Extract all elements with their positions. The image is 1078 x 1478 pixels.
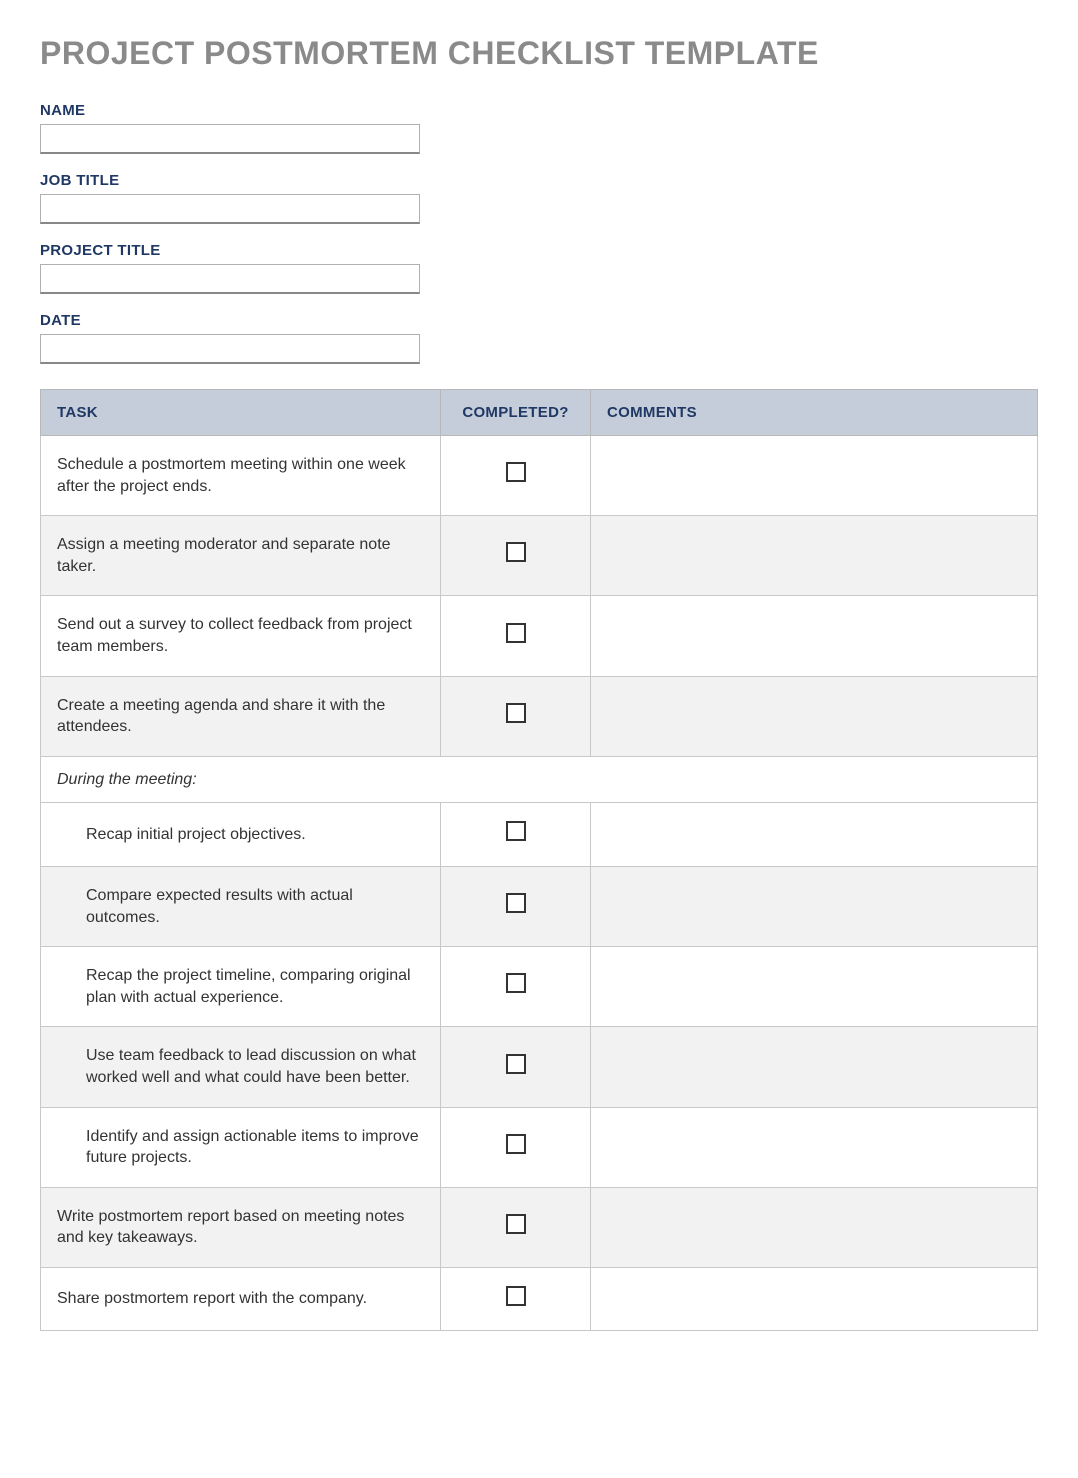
field-input-name[interactable] xyxy=(40,124,420,154)
task-cell: Use team feedback to lead discussion on … xyxy=(41,1027,441,1107)
task-cell: Compare expected results with actual out… xyxy=(41,866,441,946)
task-row: Compare expected results with actual out… xyxy=(41,866,1038,946)
info-fields: NAME JOB TITLE PROJECT TITLE DATE xyxy=(40,102,1038,364)
field-input-project-title[interactable] xyxy=(40,264,420,294)
comments-cell[interactable] xyxy=(591,676,1038,756)
task-row: Schedule a postmortem meeting within one… xyxy=(41,436,1038,516)
column-header-comments: COMMENTS xyxy=(591,390,1038,436)
comments-cell[interactable] xyxy=(591,1267,1038,1331)
checkbox[interactable] xyxy=(506,973,526,993)
comments-cell[interactable] xyxy=(591,436,1038,516)
comments-cell[interactable] xyxy=(591,866,1038,946)
task-cell: Recap initial project objectives. xyxy=(41,803,441,867)
page-title: PROJECT POSTMORTEM CHECKLIST TEMPLATE xyxy=(40,35,1038,72)
task-cell: Identify and assign actionable items to … xyxy=(41,1107,441,1187)
comments-cell[interactable] xyxy=(591,1027,1038,1107)
task-cell: Write postmortem report based on meeting… xyxy=(41,1187,441,1267)
field-label: JOB TITLE xyxy=(40,172,1038,189)
comments-cell[interactable] xyxy=(591,596,1038,676)
task-cell: Schedule a postmortem meeting within one… xyxy=(41,436,441,516)
field-label: NAME xyxy=(40,102,1038,119)
section-label: During the meeting: xyxy=(41,756,1038,803)
field-group: NAME xyxy=(40,102,1038,154)
task-row: Share postmortem report with the company… xyxy=(41,1267,1038,1331)
field-group: JOB TITLE xyxy=(40,172,1038,224)
task-cell: Create a meeting agenda and share it wit… xyxy=(41,676,441,756)
task-row: Write postmortem report based on meeting… xyxy=(41,1187,1038,1267)
checkbox[interactable] xyxy=(506,1134,526,1154)
field-label: DATE xyxy=(40,312,1038,329)
task-cell: Send out a survey to collect feedback fr… xyxy=(41,596,441,676)
task-cell: Assign a meeting moderator and separate … xyxy=(41,516,441,596)
checkbox[interactable] xyxy=(506,1286,526,1306)
task-row: Send out a survey to collect feedback fr… xyxy=(41,596,1038,676)
completed-cell xyxy=(441,1107,591,1187)
checkbox[interactable] xyxy=(506,821,526,841)
task-row: Create a meeting agenda and share it wit… xyxy=(41,676,1038,756)
field-group: DATE xyxy=(40,312,1038,364)
comments-cell[interactable] xyxy=(591,1107,1038,1187)
completed-cell xyxy=(441,436,591,516)
completed-cell xyxy=(441,803,591,867)
checkbox[interactable] xyxy=(506,703,526,723)
comments-cell[interactable] xyxy=(591,516,1038,596)
completed-cell xyxy=(441,516,591,596)
column-header-task: TASK xyxy=(41,390,441,436)
field-input-job-title[interactable] xyxy=(40,194,420,224)
comments-cell[interactable] xyxy=(591,803,1038,867)
task-row: Use team feedback to lead discussion on … xyxy=(41,1027,1038,1107)
comments-cell[interactable] xyxy=(591,947,1038,1027)
checkbox[interactable] xyxy=(506,623,526,643)
completed-cell xyxy=(441,866,591,946)
task-cell: Share postmortem report with the company… xyxy=(41,1267,441,1331)
task-row: Recap the project timeline, comparing or… xyxy=(41,947,1038,1027)
task-row: Recap initial project objectives. xyxy=(41,803,1038,867)
column-header-completed: COMPLETED? xyxy=(441,390,591,436)
completed-cell xyxy=(441,1027,591,1107)
field-label: PROJECT TITLE xyxy=(40,242,1038,259)
checkbox[interactable] xyxy=(506,893,526,913)
field-input-date[interactable] xyxy=(40,334,420,364)
checkbox[interactable] xyxy=(506,462,526,482)
checkbox[interactable] xyxy=(506,542,526,562)
comments-cell[interactable] xyxy=(591,1187,1038,1267)
task-cell: Recap the project timeline, comparing or… xyxy=(41,947,441,1027)
completed-cell xyxy=(441,596,591,676)
completed-cell xyxy=(441,947,591,1027)
checkbox[interactable] xyxy=(506,1214,526,1234)
task-row: Assign a meeting moderator and separate … xyxy=(41,516,1038,596)
completed-cell xyxy=(441,1267,591,1331)
completed-cell xyxy=(441,676,591,756)
section-row: During the meeting: xyxy=(41,756,1038,803)
task-row: Identify and assign actionable items to … xyxy=(41,1107,1038,1187)
checklist-table: TASK COMPLETED? COMMENTS Schedule a post… xyxy=(40,389,1038,1331)
completed-cell xyxy=(441,1187,591,1267)
checkbox[interactable] xyxy=(506,1054,526,1074)
field-group: PROJECT TITLE xyxy=(40,242,1038,294)
